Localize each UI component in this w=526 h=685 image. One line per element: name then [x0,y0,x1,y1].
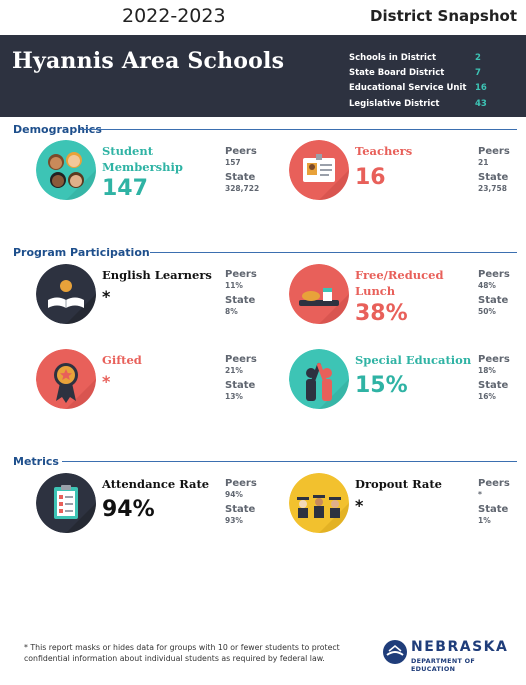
state-label: State [478,172,509,183]
info-label: State Board District [349,67,445,78]
district-info-table: Schools in District 2 State Board Distri… [349,50,487,111]
state-seal-icon [383,640,407,664]
teachers-value: 16 [355,165,386,190]
state-label: State [225,172,256,183]
gifted-label: Gifted [102,353,142,367]
info-value: 16 [475,83,487,94]
free-reduced-lunch-label: Free/Reduced Lunch [355,267,444,299]
students-faces-icon [36,140,96,200]
english-learners-value: * [102,287,111,306]
state-value: 8% [225,307,238,316]
section-title-metrics: Metrics [13,455,59,468]
peers-label: Peers [225,478,257,489]
label-line: Lunch [355,284,396,298]
peers-value: 18% [478,366,496,375]
district-banner: Hyannis Area Schools Schools in District… [0,35,526,117]
label-line: Free/Reduced [355,268,444,282]
peers-value: 157 [225,158,241,167]
info-row: Schools in District 2 [349,50,487,65]
info-value: 7 [475,67,481,78]
section-title-program-participation: Program Participation [13,246,150,259]
label-line: Membership [102,160,183,174]
teachers-label: Teachers [355,144,413,158]
graduates-icon [289,473,349,533]
peers-label: Peers [225,269,257,280]
logo-name: NEBRASKA [411,639,509,655]
english-learners-label: English Learners [102,268,212,282]
peers-label: Peers [478,146,510,157]
dropout-rate-value: * [355,496,364,515]
state-value: 50% [478,307,496,316]
info-label: Legislative District [349,98,440,109]
award-ribbon-icon [36,349,96,409]
open-book-icon [36,264,96,324]
peers-label: Peers [478,354,510,365]
peers-label: Peers [225,146,257,157]
state-value: 13% [225,392,243,401]
state-value: 23,758 [478,184,507,193]
peers-value: 11% [225,281,243,290]
peers-value: 94% [225,490,243,499]
lunch-tray-icon [289,264,349,324]
info-row: Legislative District 43 [349,96,487,111]
section-divider [150,252,517,253]
peers-value: 48% [478,281,496,290]
label-line: Student [102,144,154,158]
student-membership-value: 147 [102,176,148,201]
info-value: 2 [475,52,481,63]
privacy-footnote: * This report masks or hides data for gr… [24,643,340,663]
peers-value: * [478,490,482,499]
clipboard-checklist-icon [36,473,96,533]
id-badge-icon [289,140,349,200]
section-title-demographics: Demographics [13,123,102,136]
district-name: Hyannis Area Schools [12,48,285,74]
peers-label: Peers [478,269,510,280]
section-divider [80,129,517,130]
state-label: State [225,504,256,515]
attendance-rate-label: Attendance Rate [102,477,210,491]
peers-label: Peers [225,354,257,365]
state-label: State [225,295,256,306]
info-label: Schools in District [349,52,437,63]
school-year: 2022-2023 [122,5,226,27]
info-value: 43 [475,98,487,109]
peers-value: 21 [478,158,489,167]
info-row: State Board District 7 [349,65,487,80]
student-membership-label: Student Membership [102,143,183,175]
section-divider [62,461,517,462]
nde-logo: NEBRASKA DEPARTMENT OF EDUCATION [383,638,513,673]
peers-value: 21% [225,366,243,375]
top-bar: 2022-2023 District Snapshot [0,0,526,35]
state-value: 93% [225,516,243,525]
people-high-five-icon [289,349,349,409]
free-reduced-lunch-value: 38% [355,301,408,326]
state-value: 1% [478,516,491,525]
peers-label: Peers [478,478,510,489]
logo-subtitle: DEPARTMENT OF EDUCATION [411,657,476,673]
special-education-label: Special Education [355,353,472,367]
state-value: 328,722 [225,184,260,193]
info-label: Educational Service Unit [349,83,467,94]
dropout-rate-label: Dropout Rate [355,477,442,491]
state-label: State [478,295,509,306]
special-education-value: 15% [355,373,408,398]
report-type-title: District Snapshot [370,7,517,25]
state-value: 16% [478,392,496,401]
state-label: State [478,504,509,515]
attendance-rate-value: 94% [102,497,155,522]
info-row: Educational Service Unit 16 [349,81,487,96]
gifted-value: * [102,372,111,391]
state-label: State [478,380,509,391]
state-label: State [225,380,256,391]
